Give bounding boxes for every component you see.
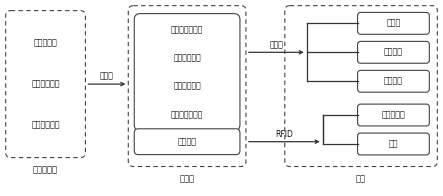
Text: 仓器设备模型: 仓器设备模型 bbox=[31, 80, 60, 89]
Text: 超链接: 超链接 bbox=[100, 72, 114, 81]
Text: 耗材: 耗材 bbox=[389, 140, 398, 149]
Text: 存储空间: 存储空间 bbox=[384, 77, 403, 86]
FancyBboxPatch shape bbox=[358, 104, 429, 126]
FancyBboxPatch shape bbox=[358, 12, 429, 34]
Text: 可视化模型: 可视化模型 bbox=[33, 165, 58, 174]
FancyBboxPatch shape bbox=[134, 129, 240, 155]
Text: 储存空间信息: 储存空间信息 bbox=[173, 82, 201, 91]
Text: 低值易耗品: 低值易耗品 bbox=[381, 111, 405, 120]
Text: 实验室: 实验室 bbox=[386, 19, 400, 28]
Text: 实验室模型: 实验室模型 bbox=[34, 38, 58, 47]
FancyBboxPatch shape bbox=[358, 70, 429, 92]
Text: 低值易耗品信息: 低值易耗品信息 bbox=[171, 110, 203, 119]
Text: 仓器设备信息: 仓器设备信息 bbox=[173, 54, 201, 63]
Text: 实验室空间信息: 实验室空间信息 bbox=[171, 25, 203, 34]
Text: RFID: RFID bbox=[276, 130, 293, 139]
Text: 储存空间模型: 储存空间模型 bbox=[31, 121, 60, 130]
Text: 实物: 实物 bbox=[356, 174, 366, 183]
FancyBboxPatch shape bbox=[358, 133, 429, 155]
Text: 二维码: 二维码 bbox=[269, 41, 283, 50]
FancyBboxPatch shape bbox=[134, 14, 240, 131]
Text: 仓器设备: 仓器设备 bbox=[384, 48, 403, 57]
Text: 耗材信息: 耗材信息 bbox=[178, 137, 197, 146]
Text: 数据库: 数据库 bbox=[179, 174, 194, 183]
FancyBboxPatch shape bbox=[358, 41, 429, 63]
